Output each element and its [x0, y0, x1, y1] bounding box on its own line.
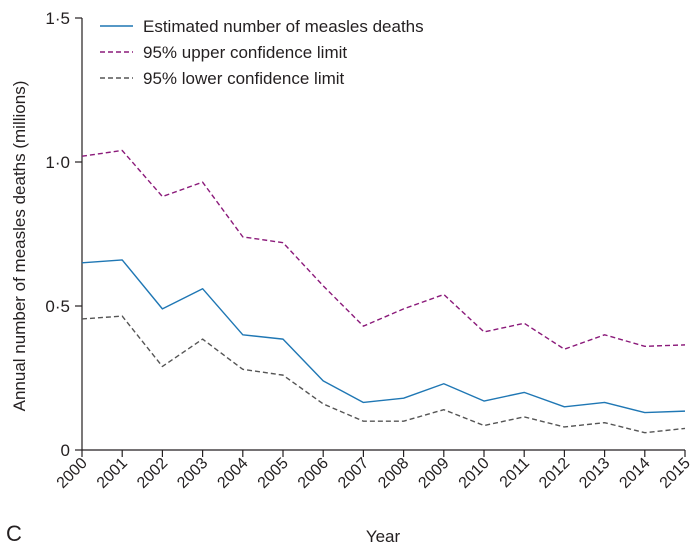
- x-axis-label: Year: [366, 527, 401, 546]
- x-tick-label: 2015: [657, 455, 694, 492]
- y-tick-label: 1·0: [45, 153, 70, 172]
- legend-label: 95% lower confidence limit: [143, 69, 345, 88]
- x-tick-label: 2010: [456, 455, 493, 492]
- series-line-lower-limit: [81, 315, 686, 434]
- x-tick-label: 2013: [576, 455, 613, 492]
- series-line-estimate: [81, 259, 686, 414]
- y-ticks: 0 0·5 1·0 1·5: [45, 9, 82, 460]
- x-tick-label: 2012: [536, 455, 573, 492]
- x-tick-label: 2003: [174, 455, 211, 492]
- x-tick-label: 2002: [134, 455, 171, 492]
- x-tick-label: 2000: [54, 455, 91, 492]
- x-ticks: 2000 2001 2002 2003 2004 2005 2006 2007 2008 2009…: [54, 450, 694, 492]
- legend-label: Estimated number of measles deaths: [143, 17, 424, 36]
- x-tick-label: 2009: [415, 455, 452, 492]
- panel-label: C: [6, 521, 22, 546]
- series-line-upper-limit: [81, 149, 686, 350]
- x-tick-label: 2008: [375, 455, 412, 492]
- x-tick-label: 2007: [335, 455, 372, 492]
- y-tick-label: 0: [61, 441, 70, 460]
- x-tick-label: 2014: [616, 455, 653, 492]
- x-tick-label: 2004: [214, 455, 251, 492]
- x-tick-label: 2006: [295, 455, 332, 492]
- y-tick-label: 1·5: [45, 9, 70, 28]
- legend: Estimated number of measles deaths 95% up…: [100, 17, 424, 88]
- x-tick-label: 2011: [497, 455, 533, 491]
- x-tick-label: 2001: [94, 455, 131, 492]
- series-layer: [81, 149, 686, 434]
- y-tick-label: 0·5: [45, 297, 70, 316]
- x-tick-label: 2005: [255, 455, 292, 492]
- legend-label: 95% upper confidence limit: [143, 43, 347, 62]
- axes: [81, 18, 685, 451]
- y-axis-label: Annual number of measles deaths (million…: [10, 81, 29, 412]
